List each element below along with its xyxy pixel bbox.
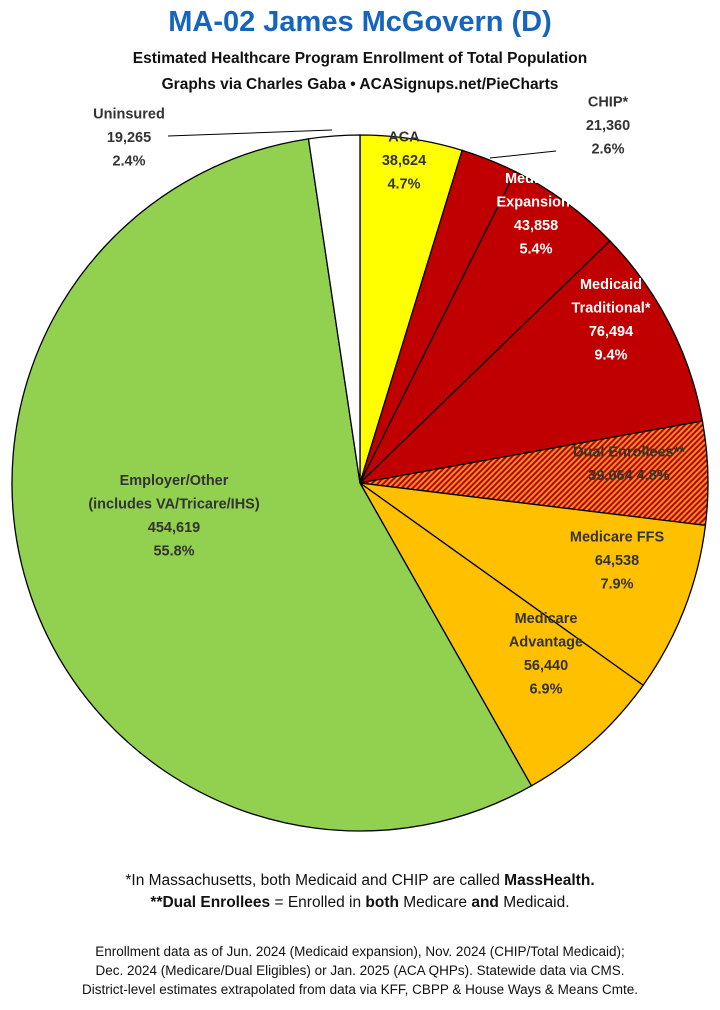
footnote-dual-text-3: Medicaid. <box>498 894 570 911</box>
footnote-masshealth: *In Massachusetts, both Medicaid and CHI… <box>0 872 720 890</box>
pie-slice-medicaid-traditional <box>358 239 704 485</box>
footnote-dual-enrollees: **Dual Enrollees = Enrolled in both Medi… <box>0 894 720 912</box>
slice-label-employer-other-includes-va-tricare-ihs: Employer/Other (includes VA/Tricare/IHS) 4… <box>88 473 260 560</box>
footnote-dual-text-1: = Enrolled in <box>270 894 366 911</box>
footnote-dual-text-2: Medicare <box>398 894 472 911</box>
source-line-3: District-level estimates extrapolated fr… <box>82 982 638 997</box>
slice-label-medicare-advantage: Medicare Advantage 56,440 6.9% <box>509 611 583 698</box>
slice-label-medicare-ffs: Medicare FFS 64,538 7.9% <box>570 530 665 593</box>
slice-label-medicaid-expansion: Medicaid Expansion* 43,858 5.4% <box>497 171 576 257</box>
pie-slice-uninsured <box>307 134 361 484</box>
leader-line <box>167 129 333 137</box>
chart-credit: Graphs via Charles Gaba • ACASignups.net… <box>161 76 559 93</box>
pie-slice-medicare-ffs <box>359 482 707 687</box>
footnote-dual-and: and <box>471 894 499 911</box>
source-line-2: Dec. 2024 (Medicare/Dual Eligibles) or J… <box>95 963 625 978</box>
pie-chart: ACA 38,624 4.7% CHIP* 21,360 2.6%Medicaid Expa… <box>11 95 709 832</box>
pie-slice-medicare-advantage <box>359 482 645 787</box>
footnote-dual-both: both <box>365 894 399 911</box>
slice-label-dual-enrollees: Dual Enrollees** 39,064 4.8% <box>573 444 685 484</box>
pie-slice-employer-other-includes-va-tricare-ihs <box>11 138 533 832</box>
footnote-masshealth-text: *In Massachusetts, both Medicaid and CHI… <box>125 872 505 889</box>
slice-label-medicaid-traditional: Medicaid Traditional* 76,494 9.4% <box>572 277 651 364</box>
footnote-dual-term: **Dual Enrollees <box>150 894 271 911</box>
chart-subtitle: Estimated Healthcare Program Enrollment … <box>132 50 588 67</box>
chart-title: MA-02 James McGovern (D) <box>168 6 552 38</box>
slice-label-aca: ACA 38,624 4.7% <box>382 130 426 193</box>
slice-label-chip: CHIP* 21,360 2.6% <box>586 95 630 158</box>
slice-label-uninsured: Uninsured 19,265 2.4% <box>93 107 165 170</box>
source-line-1: Enrollment data as of Jun. 2024 (Medicai… <box>95 944 625 959</box>
leader-line <box>489 150 557 159</box>
footnote-masshealth-bold: MassHealth. <box>504 872 595 889</box>
